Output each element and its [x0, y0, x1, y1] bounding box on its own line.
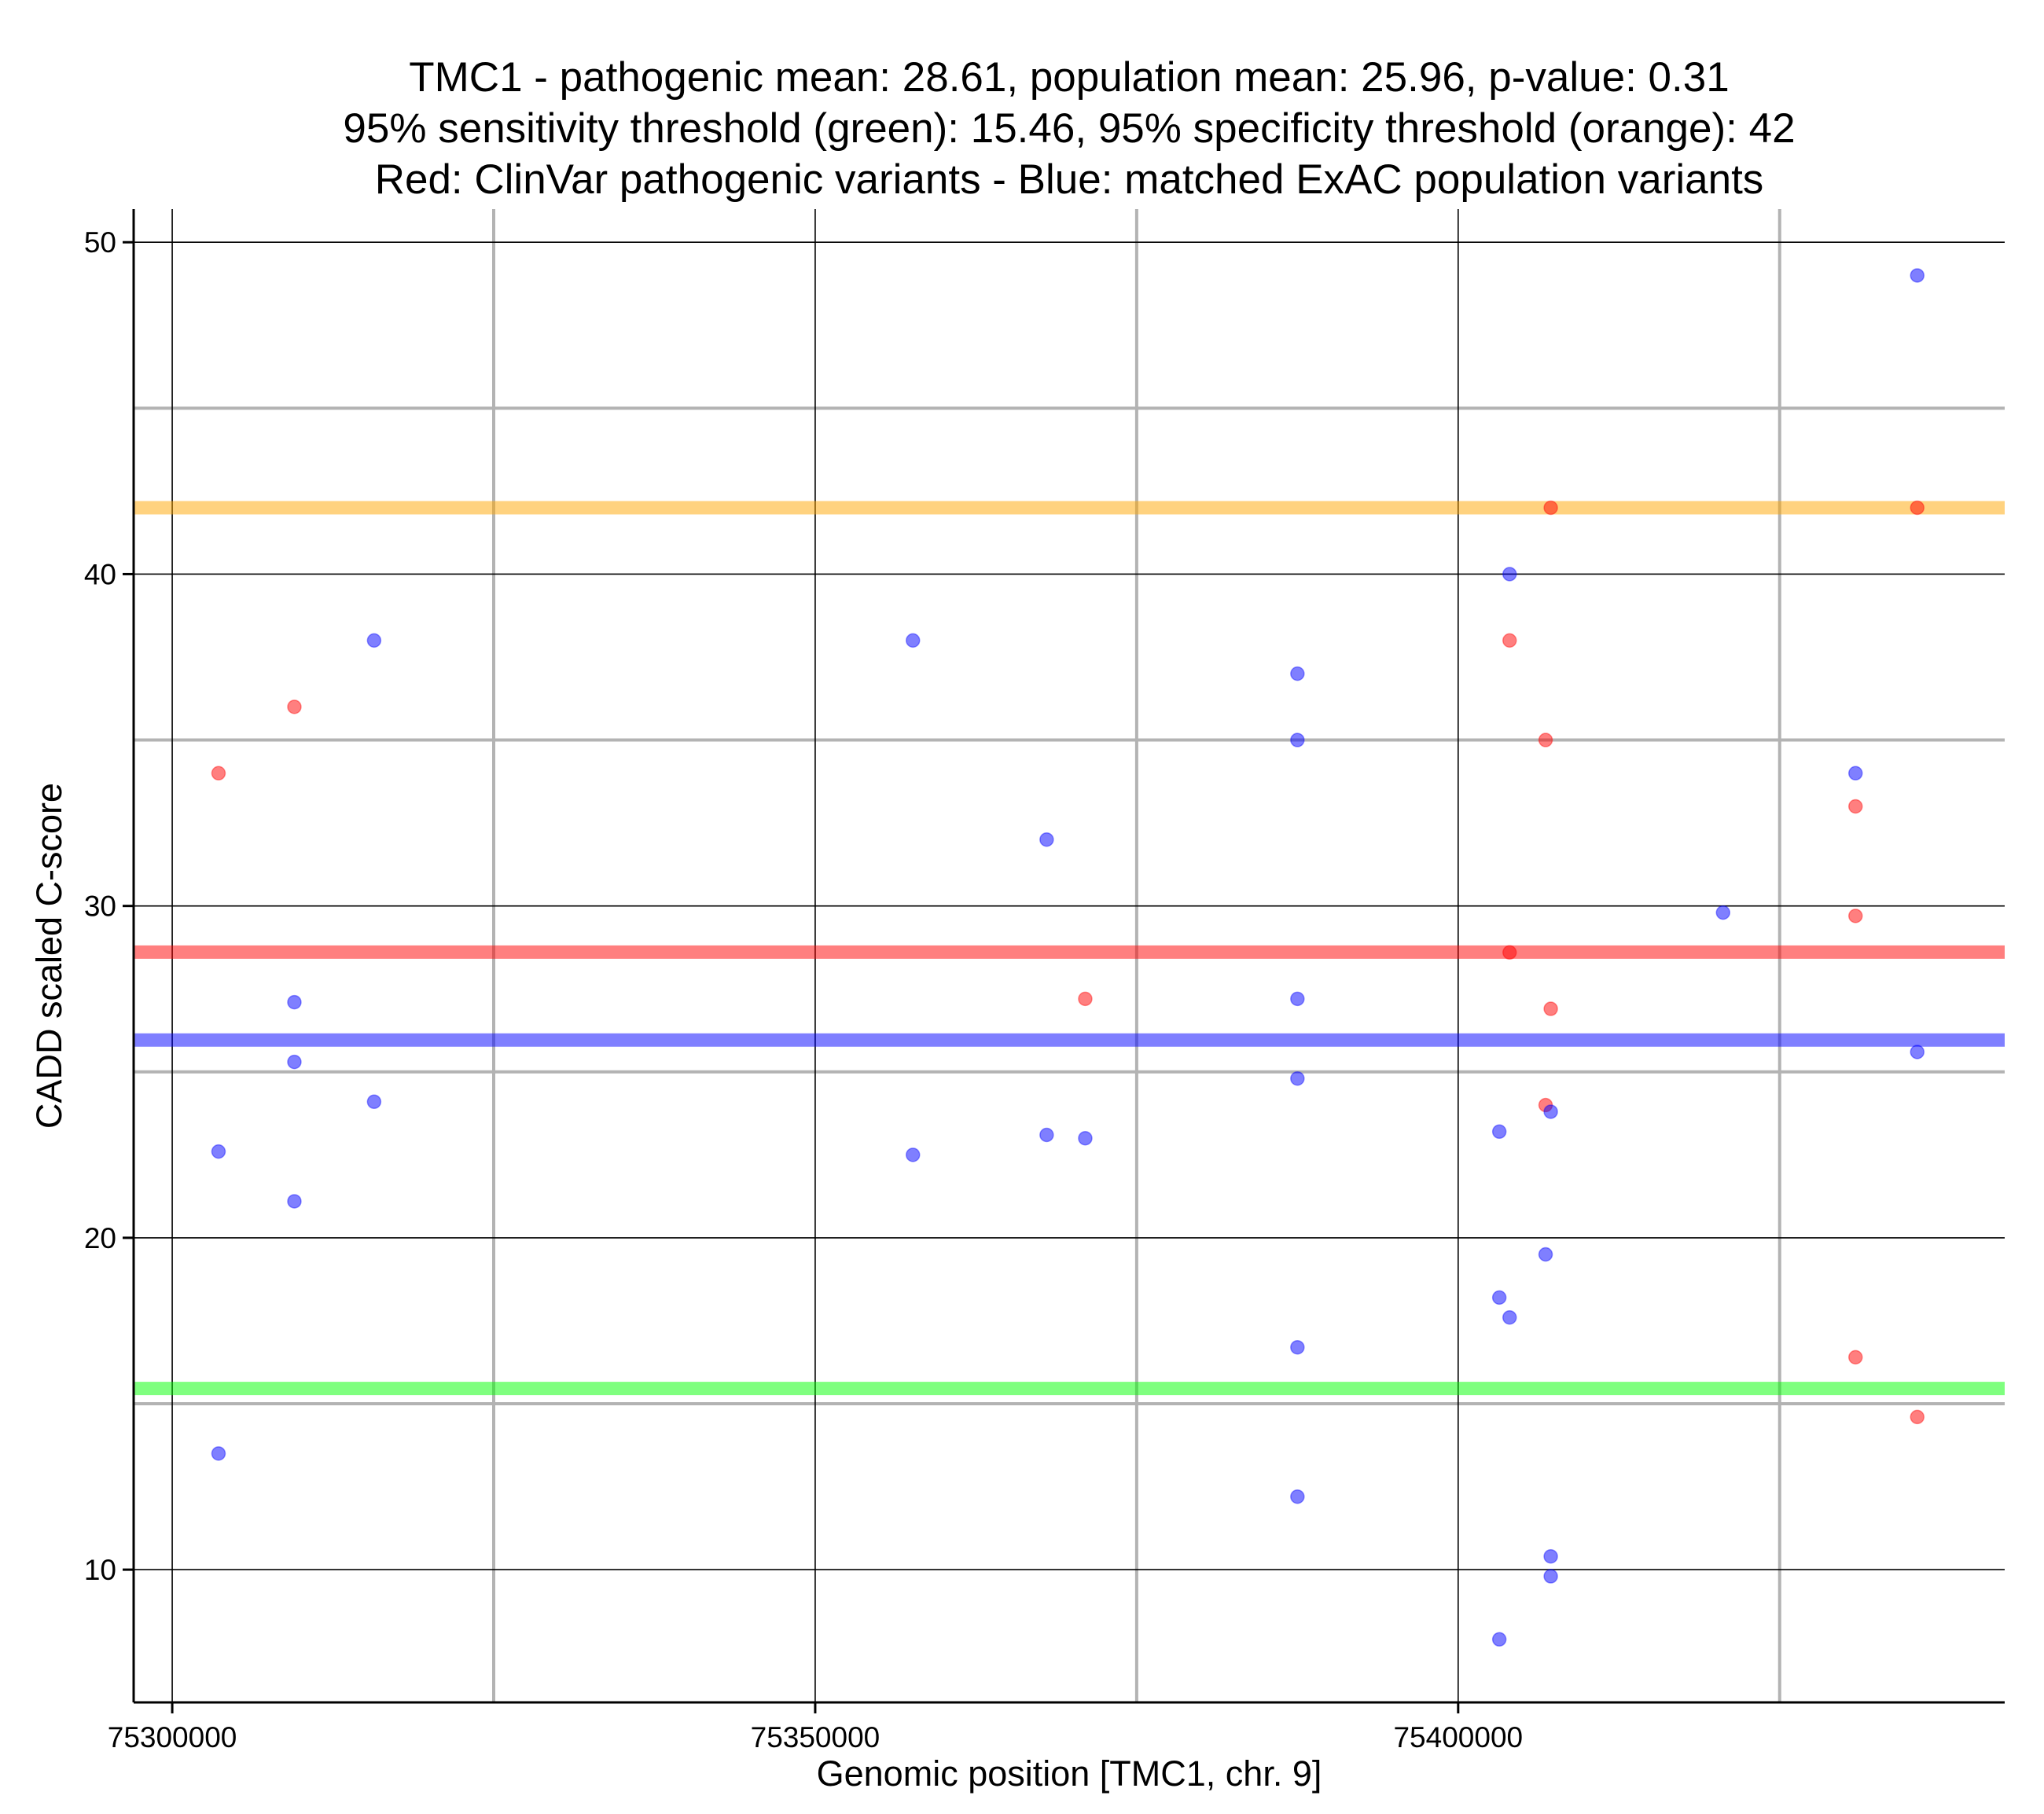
axes — [132, 209, 2005, 1704]
population-variant-point — [1502, 1309, 1517, 1325]
y-tick-label: 20 — [84, 1222, 116, 1254]
pathogenic-variant-point — [1502, 633, 1517, 648]
data-points — [211, 268, 1925, 1647]
title-line-1: TMC1 - pathogenic mean: 28.61, populatio… — [409, 54, 1729, 101]
pathogenic-variant-point — [1538, 733, 1553, 747]
population-variant-point — [1910, 1045, 1925, 1059]
population-variant-point — [287, 994, 302, 1010]
population-variant-point — [1502, 567, 1517, 582]
pathogenic-variant-point — [1078, 991, 1093, 1007]
x-tick-label: 75300000 — [108, 1721, 237, 1753]
y-tick-label: 30 — [84, 890, 116, 923]
population-variant-point — [1543, 1548, 1558, 1564]
axis-ticks: 10 20 30 40 50 75300000 75350000 75400000 — [84, 226, 1523, 1753]
population-variant-point — [1538, 1247, 1553, 1262]
population-variant-point — [1715, 905, 1731, 920]
x-tick-label: 75350000 — [751, 1721, 880, 1753]
population-variant-point — [1078, 1130, 1093, 1146]
y-tick-label: 10 — [84, 1554, 116, 1586]
pathogenic-variant-point — [1543, 500, 1558, 516]
population-variant-point — [1491, 1124, 1507, 1140]
population-variant-point — [906, 633, 921, 648]
title-line-3: Red: ClinVar pathogenic variants - Blue:… — [375, 156, 1764, 203]
x-axis-label: Genomic position [TMC1, chr. 9] — [817, 1753, 1322, 1794]
population-variant-point — [1290, 666, 1305, 681]
population-variant-point — [1039, 832, 1054, 847]
population-variant-point — [1039, 1127, 1054, 1143]
population-variant-point — [211, 1446, 226, 1461]
population-variant-point — [1290, 733, 1305, 747]
y-tick-label: 50 — [84, 226, 116, 259]
pathogenic-variant-point — [1910, 1409, 1925, 1425]
population-variant-point — [1910, 268, 1925, 283]
population-variant-point — [1491, 1290, 1507, 1305]
pathogenic-variant-point — [1848, 909, 1863, 924]
chart-title: TMC1 - pathogenic mean: 28.61, populatio… — [343, 54, 1795, 203]
population-variant-point — [906, 1148, 921, 1162]
y-axis-label: CADD scaled C-score — [29, 783, 69, 1129]
pathogenic-variant-point — [1848, 799, 1863, 814]
population-variant-point — [1290, 1489, 1305, 1504]
pathogenic-variant-point — [1910, 500, 1925, 516]
pathogenic-variant-point — [1848, 1349, 1863, 1365]
population-variant-point — [1543, 1569, 1558, 1584]
population-variant-point — [1848, 766, 1863, 781]
pathogenic-variant-point — [1502, 945, 1517, 960]
pathogenic-variant-point — [1543, 1001, 1558, 1016]
population-variant-point — [366, 633, 382, 648]
population-variant-point — [287, 1054, 302, 1070]
pathogenic-variant-point — [211, 766, 226, 781]
population-variant-point — [1491, 1632, 1507, 1647]
population-variant-point — [366, 1094, 382, 1110]
population-variant-point — [1290, 1339, 1305, 1355]
population-variant-point — [1290, 1070, 1305, 1086]
y-tick-label: 40 — [84, 558, 116, 590]
population-variant-point — [1543, 1104, 1558, 1119]
population-variant-point — [287, 1194, 302, 1209]
threshold-lines — [134, 501, 2005, 1396]
title-line-2: 95% sensitivity threshold (green): 15.46… — [343, 105, 1795, 152]
population-variant-point — [211, 1144, 226, 1159]
x-tick-label: 75400000 — [1393, 1721, 1523, 1753]
population-variant-point — [1290, 991, 1305, 1007]
pathogenic-variant-point — [287, 700, 302, 714]
